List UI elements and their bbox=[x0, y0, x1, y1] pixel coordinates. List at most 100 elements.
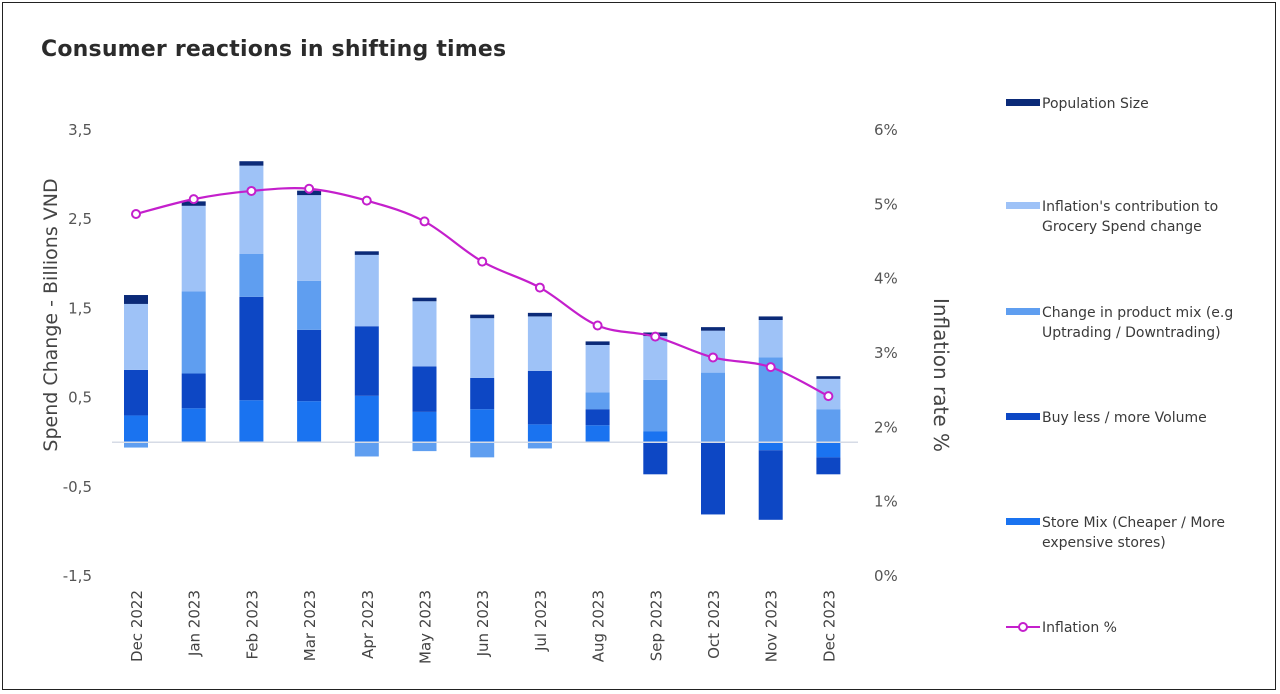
bar-segment bbox=[297, 280, 322, 330]
bar-segment bbox=[354, 251, 379, 255]
y2-tick-label: 4% bbox=[874, 270, 898, 288]
legend-swatch bbox=[1006, 99, 1040, 106]
bar-segment bbox=[585, 409, 610, 426]
bar-segment bbox=[354, 395, 379, 443]
bar-segment bbox=[701, 330, 725, 373]
inflation-point bbox=[823, 391, 834, 402]
bar-segment bbox=[816, 376, 841, 379]
inflation-point bbox=[650, 331, 661, 342]
inflation-point bbox=[361, 195, 372, 206]
legend-item-inflation-contribution: Inflation's contribution to Grocery Spen… bbox=[1006, 197, 1257, 237]
bar-segment bbox=[585, 392, 610, 410]
bar-segment bbox=[181, 205, 206, 292]
bar-segment bbox=[470, 318, 495, 378]
bar-segment bbox=[643, 336, 668, 380]
bar-segment bbox=[527, 312, 552, 317]
legend-label: Buy less / more Volume bbox=[1042, 410, 1207, 426]
x-tick-label: Jun 2023 bbox=[474, 590, 492, 657]
bar-segment bbox=[470, 442, 495, 458]
x-tick-label: Dec 2022 bbox=[128, 590, 146, 662]
inflation-point bbox=[708, 352, 718, 363]
legend: Population Size Inflation's contribution… bbox=[1006, 0, 1276, 690]
bar-segment bbox=[124, 295, 148, 304]
bar-segment bbox=[816, 409, 841, 443]
chart-title: Consumer reactions in shifting times bbox=[41, 37, 507, 62]
inflation-point bbox=[304, 183, 315, 194]
bar-segment bbox=[527, 442, 552, 449]
y2-tick-label: 5% bbox=[874, 195, 898, 213]
inflation-point bbox=[419, 216, 430, 227]
y-tick-label: 3,5 bbox=[68, 121, 92, 139]
bar-segment bbox=[181, 408, 206, 443]
legend-swatch bbox=[1006, 308, 1040, 315]
legend-swatch bbox=[1006, 202, 1040, 209]
bar-segment bbox=[758, 319, 783, 358]
x-tick-label: Jan 2023 bbox=[186, 590, 204, 657]
bar-segment bbox=[239, 296, 264, 401]
legend-label: Inflation's contribution to Grocery Spen… bbox=[1042, 199, 1219, 235]
x-tick-label: Sep 2023 bbox=[647, 590, 665, 661]
bar-segment bbox=[585, 341, 610, 345]
legend-label: Population Size bbox=[1042, 96, 1149, 112]
x-tick-label: Jul 2023 bbox=[532, 590, 550, 652]
bar-segment bbox=[758, 450, 783, 520]
bar-segment bbox=[701, 442, 725, 515]
legend-item-volume: Buy less / more Volume bbox=[1006, 408, 1257, 428]
x-tick-label: Mar 2023 bbox=[301, 590, 319, 661]
legend-label: Store Mix (Cheaper / More expensive stor… bbox=[1042, 515, 1226, 551]
bar-segment bbox=[585, 344, 610, 393]
bar-segment bbox=[585, 425, 610, 443]
legend-swatch bbox=[1006, 518, 1040, 525]
bar-segment bbox=[124, 303, 148, 370]
x-tick-label: Aug 2023 bbox=[590, 590, 608, 662]
y-tick-label: -1,5 bbox=[63, 567, 92, 585]
y-axis-label: Spend Change - Billions VND bbox=[40, 178, 62, 451]
right-axis: 6% 5% 4% 3% 2% 1% 0% bbox=[874, 121, 898, 585]
x-tick-label: Feb 2023 bbox=[243, 590, 261, 660]
bar-segment bbox=[643, 442, 668, 475]
bar-segment bbox=[816, 442, 841, 458]
bar-segment bbox=[412, 297, 437, 302]
bar-segment bbox=[470, 314, 495, 319]
bar-segment bbox=[239, 253, 264, 297]
bar-segment bbox=[239, 165, 264, 254]
bar-segment bbox=[816, 457, 841, 475]
bar-segment bbox=[412, 366, 437, 412]
bar-segment bbox=[354, 254, 379, 327]
bar-segment bbox=[758, 442, 783, 451]
bar-segment bbox=[470, 377, 495, 410]
bar-segment bbox=[527, 424, 552, 443]
x-tick-label: Dec 2023 bbox=[820, 590, 838, 662]
bar-segment bbox=[643, 379, 668, 432]
inflation-point bbox=[534, 282, 545, 293]
bar-segment bbox=[297, 401, 322, 443]
inflation-point bbox=[131, 208, 141, 219]
bar-segment bbox=[239, 161, 264, 166]
bar-segment bbox=[643, 431, 668, 443]
bar-segment bbox=[124, 442, 148, 448]
legend-item-inflation: Inflation % bbox=[1006, 618, 1257, 638]
x-tick-label: Nov 2023 bbox=[763, 590, 781, 662]
x-tick-label: Apr 2023 bbox=[359, 590, 377, 659]
y-tick-label: 1,5 bbox=[68, 299, 92, 317]
bar-segment bbox=[124, 369, 148, 416]
legend-item-population: Population Size bbox=[1006, 94, 1257, 114]
inflation-point bbox=[477, 256, 488, 267]
chart-svg: 3,5 2,5 1,5 0,5 -0,5 -1,5 6% 5% 4% 3% 2% 1% 0% Dec … bbox=[40, 121, 953, 664]
y-tick-label: 2,5 bbox=[68, 210, 92, 228]
bar-segment bbox=[354, 326, 379, 396]
bar-segment bbox=[297, 195, 322, 281]
inflation-point bbox=[188, 194, 199, 205]
bar-segment bbox=[181, 373, 206, 409]
y2-axis-label: Inflation rate % bbox=[929, 298, 953, 452]
y2-tick-label: 0% bbox=[874, 567, 898, 585]
bar-segment bbox=[412, 411, 437, 443]
y-tick-label: 0,5 bbox=[68, 389, 92, 407]
bar-segment bbox=[470, 409, 495, 443]
bar-segment bbox=[239, 400, 264, 443]
inflation-point bbox=[765, 362, 776, 373]
x-tick-label: Oct 2023 bbox=[705, 590, 723, 659]
bar-segment bbox=[124, 415, 148, 443]
bar-segment bbox=[758, 316, 783, 320]
bar-segment bbox=[181, 291, 206, 374]
